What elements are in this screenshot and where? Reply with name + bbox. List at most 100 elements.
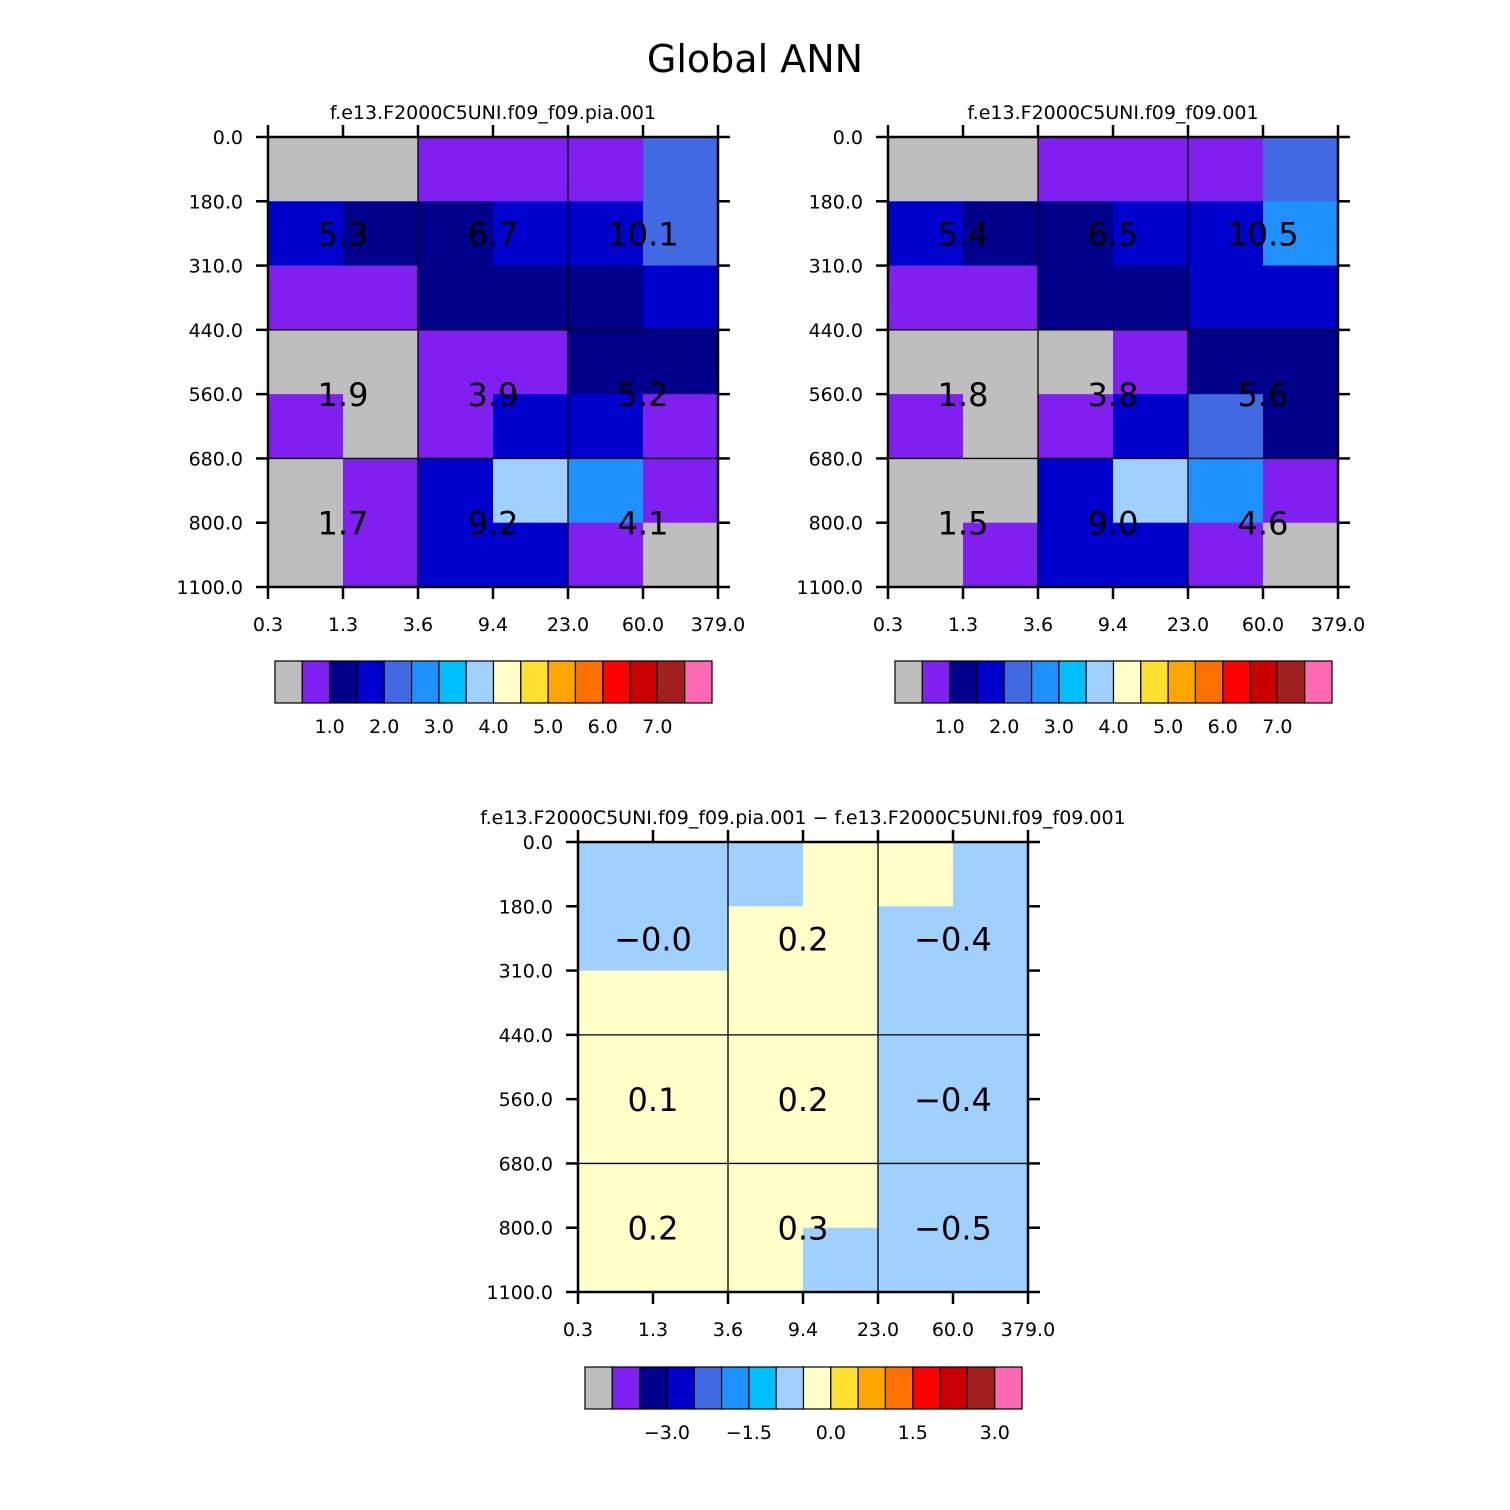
colorbar-swatch bbox=[383, 660, 413, 704]
x-tick-label: 379.0 bbox=[1001, 1319, 1055, 1341]
heatmap-cell bbox=[878, 1163, 954, 1229]
heatmap-cell bbox=[643, 394, 719, 459]
heatmap-panel-3: f.e13.F2000C5UNI.f09_f09.pia.001 − f.e13… bbox=[480, 807, 1125, 1444]
colorbar-swatch bbox=[356, 660, 385, 704]
heatmap-cell bbox=[1113, 201, 1189, 267]
colorbar-label: 3.0 bbox=[424, 716, 454, 738]
heatmap-panel-1: f.e13.F2000C5UNI.f09_f09.pia.001 5.3 6.7 10… bbox=[177, 102, 746, 738]
y-tick-label: 180.0 bbox=[499, 896, 553, 918]
x-tick-label: 3.6 bbox=[1023, 614, 1053, 636]
heatmap-cell bbox=[653, 970, 729, 1036]
colorbar-label: 1.0 bbox=[315, 716, 345, 738]
heatmap-cell bbox=[1113, 394, 1189, 459]
heatmap-cell bbox=[728, 970, 804, 1036]
colorbar-swatch bbox=[1140, 660, 1169, 704]
heatmap-cell bbox=[643, 265, 719, 331]
block-value-label: 9.2 bbox=[468, 505, 519, 543]
block-value-label: 0.2 bbox=[628, 1210, 679, 1248]
x-tick-label: 0.3 bbox=[563, 1319, 593, 1341]
heatmap-cell bbox=[568, 201, 644, 267]
heatmap-cell bbox=[1038, 394, 1114, 459]
heatmap-cell bbox=[568, 265, 644, 331]
heatmap-cell bbox=[1188, 522, 1264, 588]
heatmap-cell bbox=[268, 265, 344, 331]
colorbar-label: 3.0 bbox=[1044, 716, 1074, 738]
x-tick-label: 1.3 bbox=[948, 614, 978, 636]
y-tick-label: 800.0 bbox=[499, 1218, 553, 1240]
colorbar-label: 6.0 bbox=[588, 716, 618, 738]
y-tick-label: 680.0 bbox=[189, 448, 243, 470]
colorbar-swatch bbox=[693, 1366, 723, 1410]
colorbar-label: −3.0 bbox=[644, 1422, 690, 1444]
colorbar-swatch bbox=[465, 660, 495, 704]
colorbar-label: 5.0 bbox=[533, 716, 563, 738]
heatmap-cell bbox=[653, 1227, 729, 1293]
panel-title: f.e13.F2000C5UNI.f09_f09.001 bbox=[967, 102, 1258, 124]
heatmap-cell bbox=[963, 201, 1039, 267]
heatmap-cell bbox=[1113, 329, 1189, 395]
colorbar-label: 4.0 bbox=[478, 716, 508, 738]
heatmap-cell bbox=[803, 1163, 879, 1229]
block-value-label: 10.5 bbox=[1227, 215, 1298, 253]
block-value-label: 4.1 bbox=[618, 505, 669, 543]
x-tick-label: 23.0 bbox=[857, 1319, 899, 1341]
colorbar-swatch bbox=[1003, 660, 1033, 704]
heatmap-cell bbox=[418, 265, 494, 331]
heatmap-cell bbox=[643, 329, 719, 395]
heatmap-cell bbox=[1188, 265, 1264, 331]
y-tick-label: 0.0 bbox=[833, 127, 863, 149]
heatmap-cell bbox=[878, 1227, 954, 1293]
colorbar-swatch bbox=[1194, 660, 1224, 704]
heatmap-cell bbox=[568, 137, 644, 202]
x-tick-label: 9.4 bbox=[788, 1319, 818, 1341]
heatmap-cell bbox=[728, 1034, 804, 1100]
heatmap-cell bbox=[953, 1034, 1029, 1100]
colorbar-swatch bbox=[994, 1366, 1023, 1410]
heatmap-cell bbox=[568, 329, 644, 395]
heatmap-cell bbox=[1263, 265, 1339, 331]
heatmap-cell bbox=[1038, 201, 1114, 267]
heatmap-cell bbox=[1038, 522, 1114, 588]
heatmap-cell bbox=[568, 522, 644, 588]
colorbar-swatch bbox=[1112, 660, 1142, 704]
heatmap-cell bbox=[643, 137, 719, 202]
block-value-label: 10.1 bbox=[607, 215, 678, 253]
block-value-label: 4.6 bbox=[1238, 505, 1289, 543]
colorbar-swatch bbox=[301, 660, 331, 704]
x-tick-label: 3.6 bbox=[403, 614, 433, 636]
heatmap-cell bbox=[963, 265, 1039, 331]
colorbar-swatch bbox=[547, 660, 577, 704]
block-value-label: −0.0 bbox=[614, 920, 692, 958]
heatmap-cell bbox=[728, 1227, 804, 1293]
heatmap-cell bbox=[493, 394, 569, 459]
heatmap-cell bbox=[963, 329, 1039, 395]
heatmap-cell bbox=[728, 1099, 804, 1164]
heatmap-cell bbox=[1038, 137, 1114, 202]
colorbar-label: 2.0 bbox=[989, 716, 1019, 738]
heatmap-cell bbox=[1113, 265, 1189, 331]
colorbar-label: 5.0 bbox=[1153, 716, 1183, 738]
heatmap-cell bbox=[343, 329, 419, 395]
x-tick-label: 1.3 bbox=[638, 1319, 668, 1341]
heatmap-cell bbox=[268, 394, 344, 459]
heatmap-cell bbox=[1113, 458, 1189, 524]
heatmap-cell bbox=[343, 522, 419, 588]
colorbar-swatch bbox=[639, 1366, 668, 1410]
heatmap-cell bbox=[953, 970, 1029, 1036]
colorbar-swatch bbox=[684, 660, 713, 704]
x-tick-label: 60.0 bbox=[622, 614, 664, 636]
heatmap-cell bbox=[568, 458, 644, 524]
colorbar-swatch bbox=[1249, 660, 1278, 704]
colorbar-label: 7.0 bbox=[642, 716, 672, 738]
y-tick-label: 1100.0 bbox=[177, 577, 243, 599]
heatmap-cell bbox=[963, 458, 1039, 524]
x-tick-label: 379.0 bbox=[1311, 614, 1365, 636]
heatmap-cell bbox=[643, 458, 719, 524]
colorbar: −3.0 −1.5 0.0 1.5 3.0 bbox=[584, 1366, 1023, 1444]
block-value-label: 5.2 bbox=[618, 376, 669, 414]
heatmap-cell bbox=[493, 137, 569, 202]
x-tick-label: 60.0 bbox=[1242, 614, 1284, 636]
heatmap-cell bbox=[268, 329, 344, 395]
heatmap-cell bbox=[1038, 458, 1114, 524]
colorbar-label: 1.5 bbox=[898, 1422, 928, 1444]
